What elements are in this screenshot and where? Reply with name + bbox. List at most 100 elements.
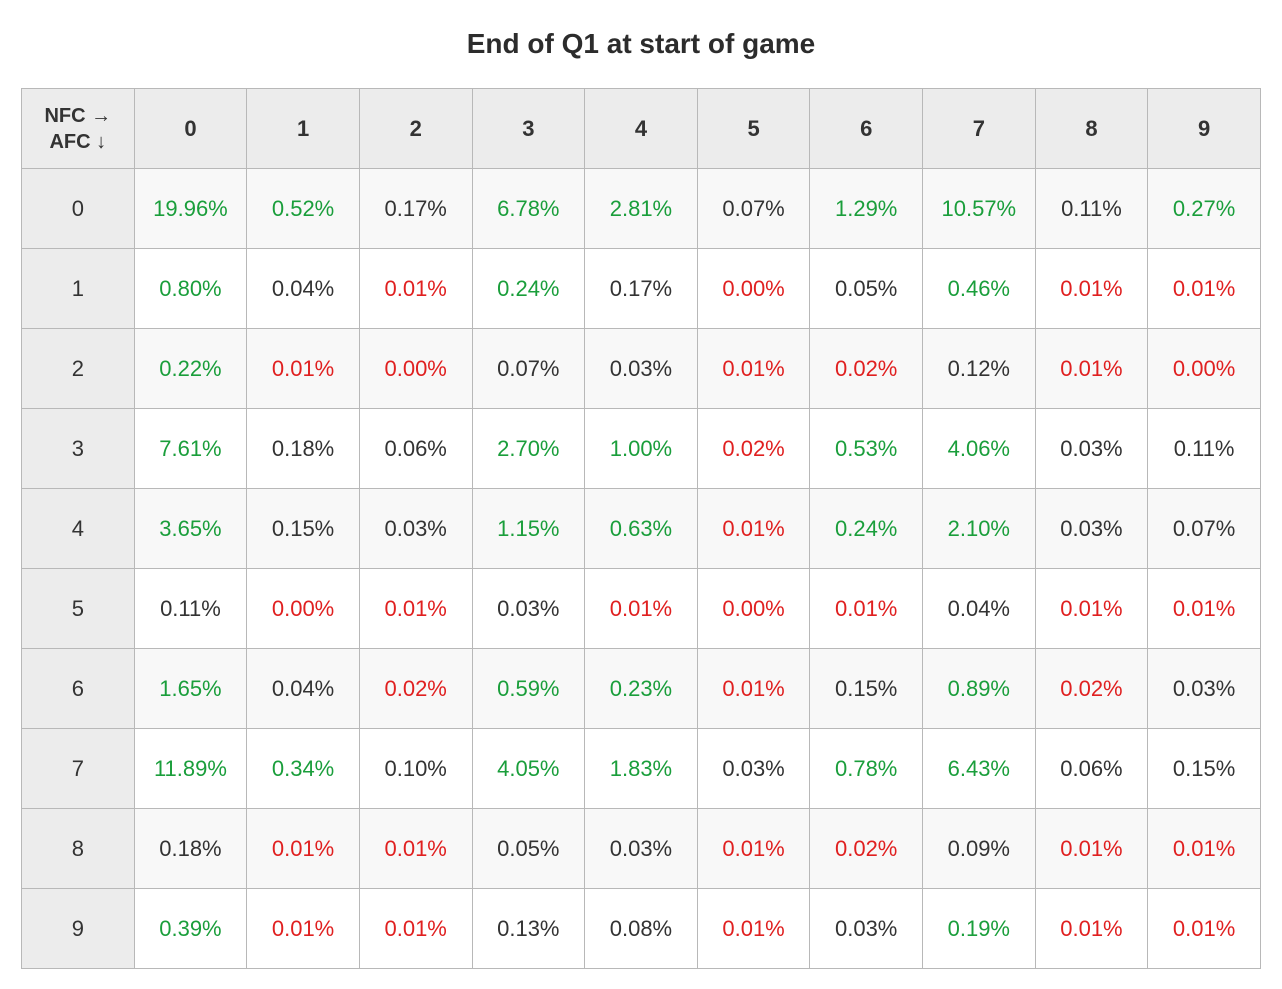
table-cell: 2.70% [472,409,585,489]
table-cell: 1.29% [810,169,923,249]
table-cell: 0.07% [1148,489,1261,569]
table-cell: 0.18% [134,809,247,889]
page-title: End of Q1 at start of game [20,28,1262,60]
col-header: 7 [923,89,1036,169]
table-cell: 0.01% [697,889,810,969]
table-cell: 0.15% [1148,729,1261,809]
table-cell: 0.01% [1148,809,1261,889]
table-cell: 0.01% [1148,569,1261,649]
table-cell: 0.19% [923,889,1036,969]
row-header: 2 [22,329,135,409]
table-cell: 0.09% [923,809,1036,889]
table-cell: 0.80% [134,249,247,329]
table-cell: 0.03% [585,809,698,889]
table-cell: 0.01% [247,809,360,889]
col-header: 5 [697,89,810,169]
table-cell: 0.01% [247,889,360,969]
table-cell: 0.10% [359,729,472,809]
table-cell: 0.24% [810,489,923,569]
table-cell: 0.34% [247,729,360,809]
table-cell: 0.18% [247,409,360,489]
table-row: 10.80%0.04%0.01%0.24%0.17%0.00%0.05%0.46… [22,249,1261,329]
table-cell: 0.01% [697,329,810,409]
row-header: 8 [22,809,135,889]
table-cell: 1.83% [585,729,698,809]
table-cell: 7.61% [134,409,247,489]
table-cell: 0.78% [810,729,923,809]
corner-nfc-label: NFC → [26,103,130,129]
table-cell: 0.02% [810,329,923,409]
table-cell: 0.46% [923,249,1036,329]
table-cell: 0.01% [697,489,810,569]
table-cell: 0.01% [359,569,472,649]
table-cell: 0.03% [1035,409,1148,489]
table-cell: 0.01% [1148,249,1261,329]
table-cell: 0.17% [585,249,698,329]
table-row: 711.89%0.34%0.10%4.05%1.83%0.03%0.78%6.4… [22,729,1261,809]
table-cell: 0.01% [359,249,472,329]
table-row: 37.61%0.18%0.06%2.70%1.00%0.02%0.53%4.06… [22,409,1261,489]
table-cell: 10.57% [923,169,1036,249]
table-cell: 0.01% [1148,889,1261,969]
table-cell: 0.03% [810,889,923,969]
col-header: 3 [472,89,585,169]
table-cell: 0.63% [585,489,698,569]
table-cell: 0.03% [1148,649,1261,729]
table-row: 50.11%0.00%0.01%0.03%0.01%0.00%0.01%0.04… [22,569,1261,649]
table-body: 019.96%0.52%0.17%6.78%2.81%0.07%1.29%10.… [22,169,1261,969]
table-cell: 0.07% [472,329,585,409]
table-cell: 0.00% [697,249,810,329]
table-cell: 1.00% [585,409,698,489]
table-cell: 0.39% [134,889,247,969]
table-row: 61.65%0.04%0.02%0.59%0.23%0.01%0.15%0.89… [22,649,1261,729]
col-header: 4 [585,89,698,169]
probability-table: NFC → AFC ↓ 0 1 2 3 4 5 6 7 8 9 019.96%0… [21,88,1261,969]
table-cell: 3.65% [134,489,247,569]
table-cell: 0.07% [697,169,810,249]
table-cell: 0.02% [1035,649,1148,729]
table-cell: 0.89% [923,649,1036,729]
col-header: 9 [1148,89,1261,169]
table-cell: 1.65% [134,649,247,729]
table-cell: 0.53% [810,409,923,489]
table-cell: 0.01% [359,889,472,969]
row-header: 6 [22,649,135,729]
table-cell: 0.13% [472,889,585,969]
table-row: 43.65%0.15%0.03%1.15%0.63%0.01%0.24%2.10… [22,489,1261,569]
table-cell: 0.15% [810,649,923,729]
row-header: 3 [22,409,135,489]
table-cell: 0.01% [1035,809,1148,889]
table-cell: 0.01% [1035,569,1148,649]
table-cell: 0.01% [810,569,923,649]
table-cell: 0.05% [810,249,923,329]
table-cell: 0.06% [359,409,472,489]
table-row: 019.96%0.52%0.17%6.78%2.81%0.07%1.29%10.… [22,169,1261,249]
table-cell: 0.05% [472,809,585,889]
table-cell: 0.01% [1035,329,1148,409]
table-cell: 0.52% [247,169,360,249]
table-cell: 0.01% [359,809,472,889]
row-header: 5 [22,569,135,649]
table-cell: 0.01% [1035,889,1148,969]
table-cell: 0.00% [697,569,810,649]
table-cell: 0.03% [472,569,585,649]
col-header: 0 [134,89,247,169]
table-cell: 0.04% [247,649,360,729]
table-cell: 0.00% [1148,329,1261,409]
row-header: 9 [22,889,135,969]
table-cell: 0.02% [359,649,472,729]
table-cell: 0.11% [1035,169,1148,249]
table-cell: 0.01% [585,569,698,649]
table-cell: 1.15% [472,489,585,569]
header-row: NFC → AFC ↓ 0 1 2 3 4 5 6 7 8 9 [22,89,1261,169]
table-cell: 0.01% [1035,249,1148,329]
table-cell: 6.78% [472,169,585,249]
table-cell: 0.04% [923,569,1036,649]
table-cell: 0.59% [472,649,585,729]
table-cell: 0.01% [247,329,360,409]
col-header: 6 [810,89,923,169]
row-header: 7 [22,729,135,809]
table-cell: 11.89% [134,729,247,809]
table-cell: 0.27% [1148,169,1261,249]
table-cell: 2.81% [585,169,698,249]
